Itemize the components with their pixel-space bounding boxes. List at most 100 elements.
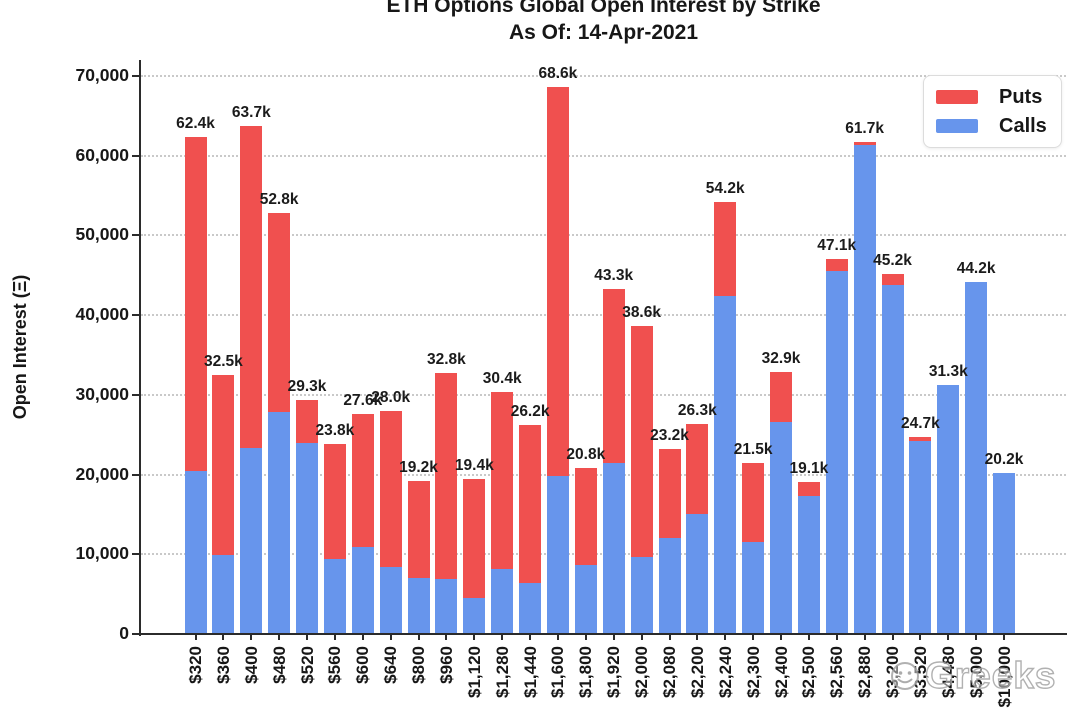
calls-segment (965, 281, 988, 634)
x-tick (584, 634, 587, 640)
bar-value-label: 68.6k (538, 65, 578, 83)
bar-$1,600 (546, 87, 569, 634)
x-tick (306, 634, 308, 640)
y-tick-label: 50,000 (75, 224, 129, 245)
bar-value-label: 26.3k (677, 402, 717, 420)
bar-$2,240 (714, 201, 737, 634)
legend-item-puts: Puts (936, 87, 1047, 107)
calls-segment (435, 579, 458, 634)
puts-segment (686, 424, 709, 514)
bar-value-label: 23.8k (315, 422, 355, 440)
bar-$2,000 (630, 326, 653, 634)
y-tick-label: 60,000 (75, 144, 129, 165)
bar-value-label: 20.8k (566, 446, 606, 464)
calls-segment (268, 412, 291, 634)
x-tick (863, 634, 866, 640)
x-tick-label: $2,300 (743, 646, 763, 698)
legend-label-puts: Puts (999, 86, 1043, 108)
x-tick-label: $2,560 (827, 646, 847, 698)
bar-value-label: 20.2k (984, 451, 1024, 468)
watermark-text: Greeks (924, 654, 1057, 696)
bar-$4,480 (937, 384, 960, 634)
puts-segment (435, 372, 458, 579)
y-axis-spine (139, 60, 141, 636)
calls-segment (742, 541, 765, 634)
bar-value-label: 27.6k (343, 392, 383, 409)
bar-$5,000 (965, 281, 988, 634)
x-tick (501, 634, 504, 640)
y-tick-label: 20,000 (75, 463, 129, 484)
bar-value-label: 21.5k (733, 440, 773, 458)
x-tick (975, 634, 978, 640)
legend-box: Puts Calls (923, 75, 1062, 148)
calls-segment (909, 441, 932, 634)
puts-segment (546, 87, 569, 477)
puts-segment (240, 126, 263, 449)
x-tick-label: $2,880 (855, 646, 875, 698)
bar-$2,880 (853, 142, 876, 634)
bar-$3,520 (909, 437, 932, 634)
bar-value-label: 44.2k (956, 259, 996, 277)
bar-$1,440 (519, 425, 542, 634)
puts-segment (268, 213, 291, 413)
puts-segment (602, 288, 625, 464)
y-tick (132, 234, 139, 237)
calls-segment (546, 476, 569, 634)
x-tick (780, 634, 782, 640)
calls-segment (519, 583, 542, 634)
puts-segment (770, 371, 792, 422)
x-tick (389, 634, 392, 640)
x-tick-label: $360 (213, 646, 233, 684)
y-tick (132, 553, 139, 556)
y-tick (132, 74, 139, 77)
calls-segment (797, 496, 820, 634)
bar-value-label: 19.2k (399, 458, 438, 476)
puts-segment (463, 479, 486, 599)
chart-title: ETH Options Global Open Interest by Stri… (386, 0, 821, 17)
calls-segment (853, 145, 876, 634)
x-tick-label: $520 (297, 646, 317, 684)
calls-segment (714, 296, 737, 634)
x-tick (752, 634, 755, 640)
plot-area: Puts Calls 0 10,000 20,000 30,000 40,000 50,0… (75, 60, 1067, 707)
calls-segment (379, 567, 402, 634)
calls-segment (770, 421, 792, 634)
bar-$1,920 (602, 288, 625, 634)
x-tick-label: $960 (436, 646, 456, 684)
puts-segment (519, 425, 542, 583)
puts-segment (184, 136, 207, 472)
calls-segment (574, 565, 597, 634)
calls-segment (686, 513, 709, 634)
bar-$2,200 (686, 424, 709, 634)
bar-$640 (379, 410, 402, 634)
bar-$520 (296, 400, 318, 634)
x-tick (473, 634, 476, 640)
x-tick (835, 634, 838, 640)
calls-segment (240, 448, 263, 634)
x-tick-label: $400 (241, 646, 261, 684)
calls-segment (323, 559, 346, 634)
bar-$2,080 (658, 449, 681, 634)
y-tick (132, 393, 139, 396)
puts-segment (351, 414, 374, 548)
watermark: Greeks (888, 654, 1057, 697)
y-tick-label: 0 (119, 623, 129, 643)
bar-value-label: 29.3k (287, 378, 327, 396)
x-tick (1003, 634, 1005, 640)
x-tick-label: $1,440 (520, 646, 540, 698)
bar-value-label: 63.7k (231, 104, 271, 122)
calls-color-swatch (936, 119, 978, 133)
y-tick (132, 314, 139, 317)
calls-segment (491, 568, 514, 634)
x-tick-label: $1,120 (464, 646, 484, 698)
x-tick-label: $1,280 (492, 646, 512, 698)
calls-segment (351, 547, 374, 634)
bar-value-label: 32.5k (203, 352, 243, 370)
puts-color-swatch (936, 90, 978, 104)
x-tick (612, 634, 615, 640)
calls-segment (881, 284, 904, 634)
puts-segment (714, 201, 737, 296)
bar-$400 (240, 126, 263, 634)
bar-$1,280 (491, 391, 514, 634)
